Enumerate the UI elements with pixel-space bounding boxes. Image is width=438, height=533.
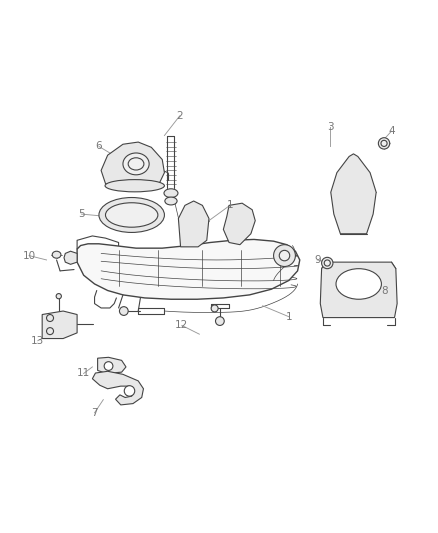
Text: 1: 1: [286, 312, 292, 322]
Polygon shape: [178, 201, 209, 247]
Text: 1: 1: [226, 200, 233, 211]
Ellipse shape: [165, 197, 177, 205]
Ellipse shape: [124, 386, 135, 396]
Polygon shape: [42, 311, 77, 338]
Ellipse shape: [211, 305, 218, 312]
Ellipse shape: [274, 245, 295, 266]
Text: 5: 5: [78, 209, 85, 219]
Text: 7: 7: [91, 408, 98, 418]
Text: 3: 3: [327, 122, 334, 132]
Polygon shape: [92, 372, 144, 405]
Ellipse shape: [106, 203, 158, 227]
Text: 13: 13: [31, 336, 44, 346]
Ellipse shape: [215, 317, 224, 326]
Ellipse shape: [123, 153, 149, 175]
Ellipse shape: [324, 260, 330, 266]
Text: 9: 9: [314, 255, 321, 265]
Ellipse shape: [104, 362, 113, 370]
Polygon shape: [320, 262, 397, 318]
Polygon shape: [101, 142, 164, 189]
Text: 12: 12: [175, 320, 188, 330]
Ellipse shape: [128, 158, 144, 170]
Ellipse shape: [105, 180, 164, 192]
Polygon shape: [331, 154, 376, 234]
Ellipse shape: [99, 198, 164, 232]
Text: 2: 2: [177, 111, 183, 121]
Ellipse shape: [321, 257, 333, 269]
Polygon shape: [98, 357, 126, 374]
Polygon shape: [77, 239, 300, 299]
Polygon shape: [64, 251, 77, 264]
Text: 11: 11: [77, 368, 90, 378]
Ellipse shape: [52, 251, 61, 258]
Ellipse shape: [378, 138, 390, 149]
Text: 6: 6: [95, 141, 102, 151]
Text: 10: 10: [22, 251, 35, 261]
Polygon shape: [223, 203, 255, 245]
Ellipse shape: [164, 189, 178, 198]
Ellipse shape: [120, 306, 128, 316]
Ellipse shape: [381, 140, 387, 147]
Ellipse shape: [279, 251, 290, 261]
Text: 8: 8: [381, 286, 388, 295]
Ellipse shape: [56, 294, 61, 299]
Ellipse shape: [46, 328, 53, 335]
Ellipse shape: [336, 269, 381, 299]
Ellipse shape: [46, 314, 53, 321]
Text: 4: 4: [388, 126, 395, 136]
